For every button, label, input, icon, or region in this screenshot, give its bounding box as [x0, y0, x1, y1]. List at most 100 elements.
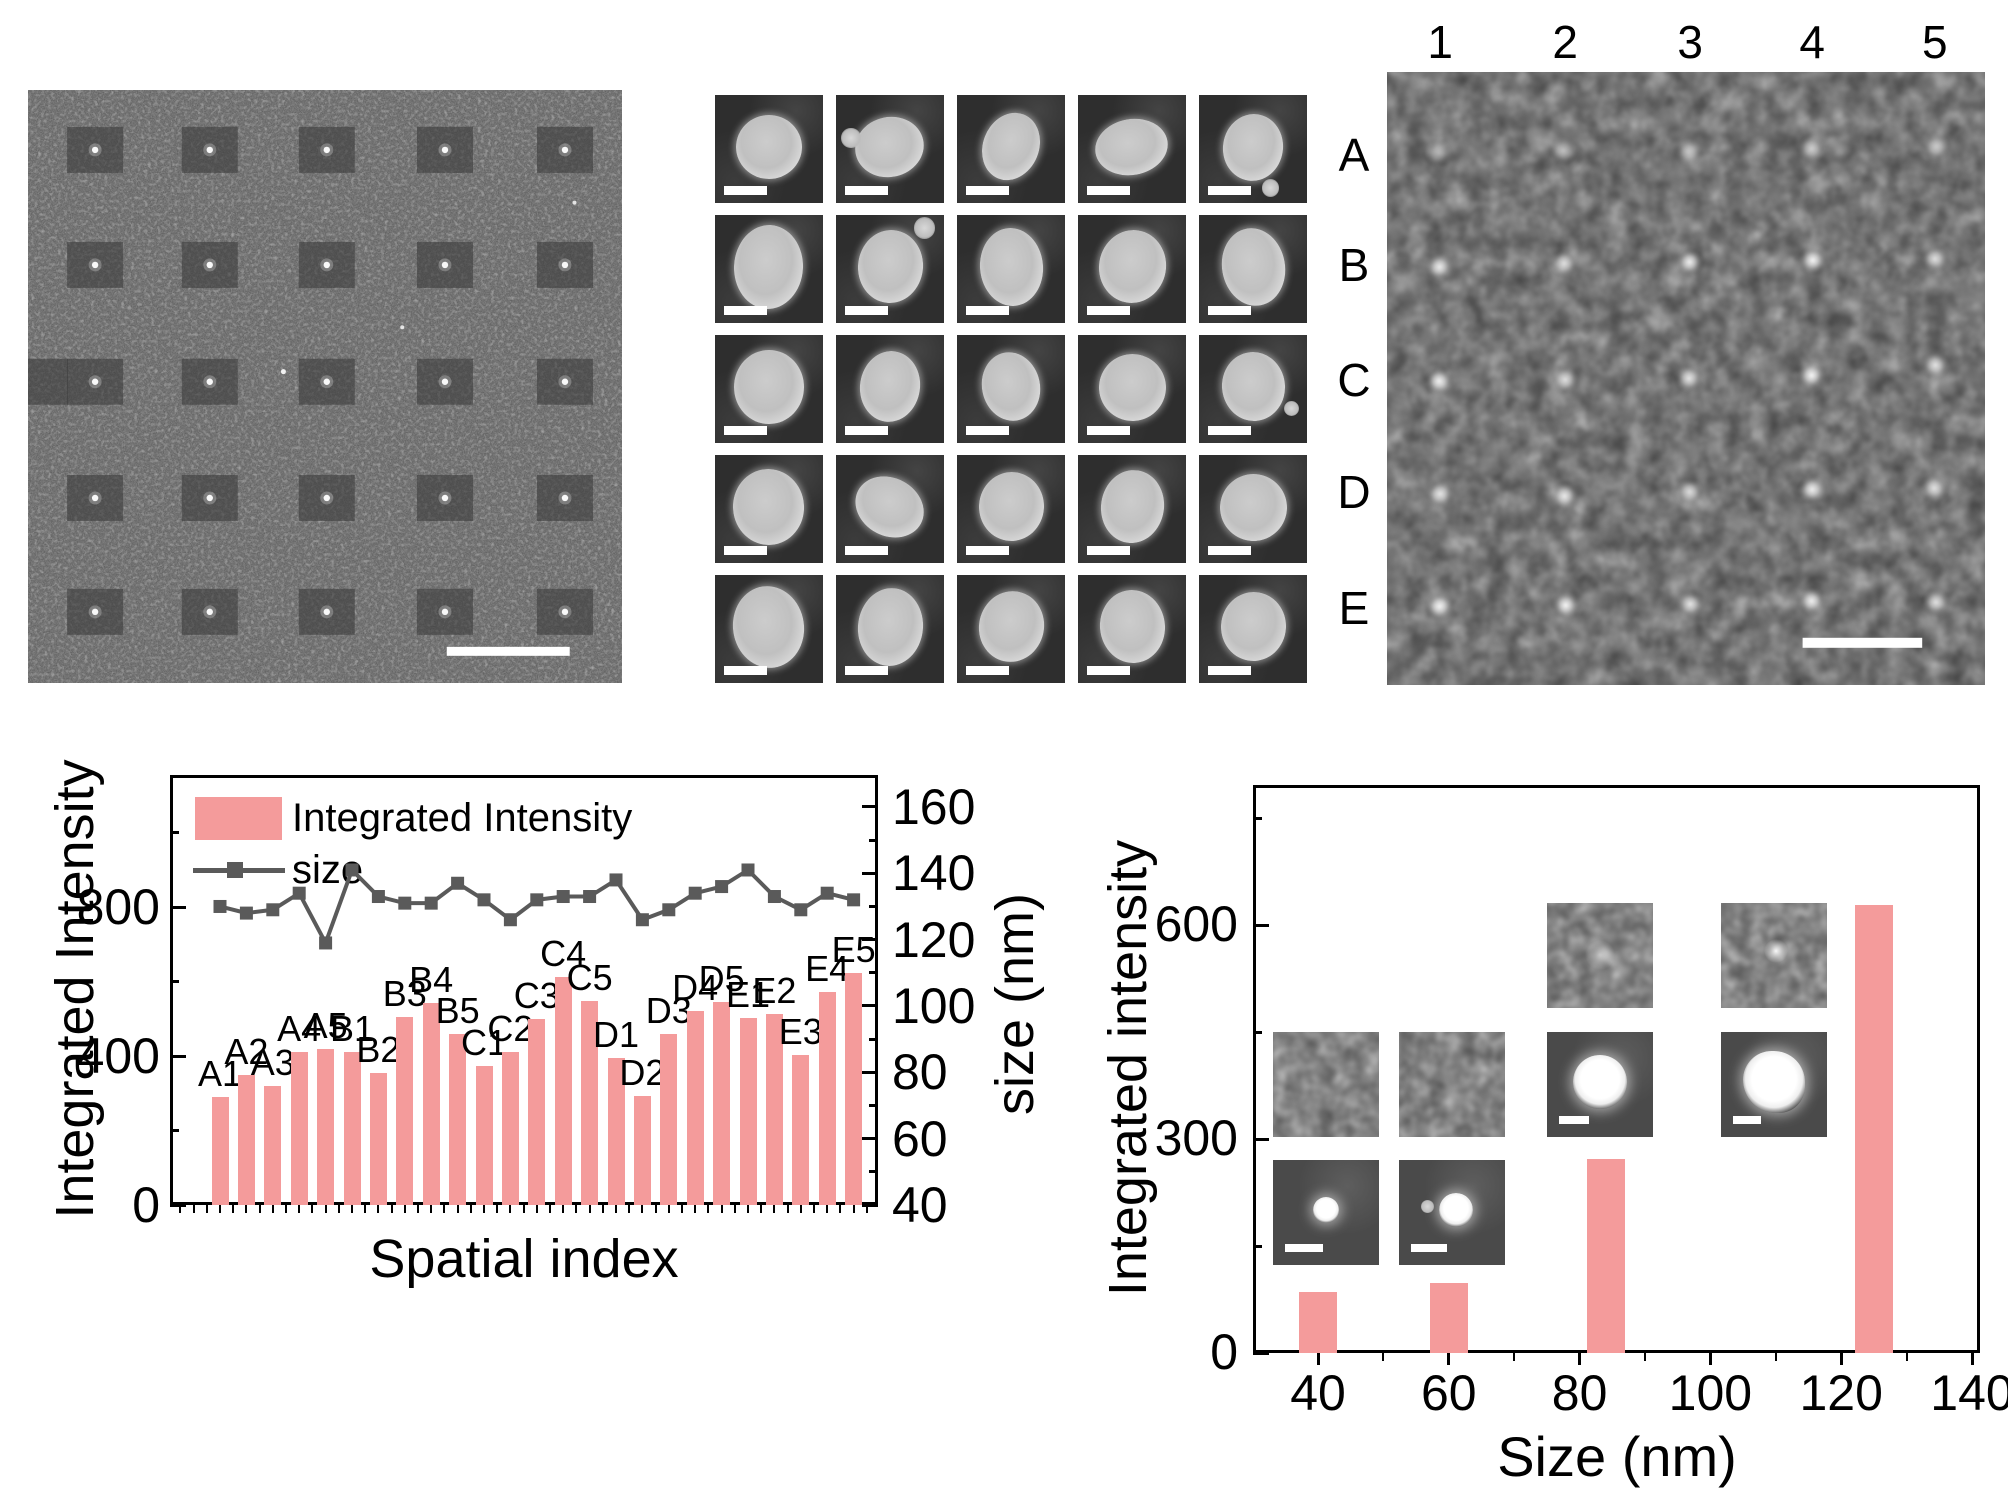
- spot-map-row-label-C: C: [1337, 353, 1371, 406]
- xtick-minor: [760, 1205, 763, 1213]
- xtick-minor: [456, 1205, 459, 1213]
- scale-bar: [723, 666, 767, 676]
- scale-bar: [844, 186, 888, 196]
- xtick-minor: [245, 1205, 248, 1213]
- sem-particle: [1313, 1197, 1339, 1223]
- xtick-minor: [747, 1205, 749, 1213]
- xtick-minor: [694, 1205, 697, 1213]
- inset-sem-84nm: [1547, 1032, 1653, 1137]
- scale-bar: [844, 546, 888, 556]
- xtick: [1316, 1353, 1320, 1365]
- scale-bar: [723, 186, 767, 196]
- spot-map-col-label-5: 5: [1921, 16, 1948, 68]
- axis-title-size-x: Size (nm): [1497, 1425, 1737, 1488]
- spot-map-row-label-E: E: [1338, 581, 1370, 634]
- panel-sem-overview: [28, 90, 622, 683]
- ytick-right: [862, 1004, 878, 1008]
- gallery-tile-1: [715, 95, 823, 203]
- xtick-minor: [826, 1205, 829, 1213]
- ytick: [1253, 1351, 1269, 1355]
- bar-D4: [686, 1011, 704, 1205]
- xtick-minor: [852, 1205, 855, 1213]
- bar-label-B5: B5: [435, 990, 480, 1032]
- ytick-label-600: 600: [1154, 896, 1238, 953]
- inset-sem-60nm: [1399, 1160, 1505, 1265]
- ytick-right-minor: [869, 904, 878, 908]
- bar-B2: [369, 1072, 387, 1205]
- bar-label-A2: A2: [224, 1030, 269, 1072]
- gallery-tile-25: [1199, 575, 1307, 683]
- bar-label-A1: A1: [197, 1052, 243, 1094]
- ytick-right: [862, 1203, 878, 1207]
- spot-map-col-label-4: 4: [1799, 16, 1825, 68]
- bar-E3: [792, 1054, 810, 1205]
- scale-bar: [1086, 426, 1130, 436]
- xtick-minor: [839, 1205, 842, 1213]
- bar-A3: [264, 1085, 282, 1205]
- ytick-left-minor: [170, 980, 179, 983]
- particle-satellite: [913, 217, 936, 239]
- xtick-minor: [1774, 1353, 1777, 1361]
- bar-D1: [607, 1057, 625, 1205]
- bar-A5: [317, 1049, 335, 1205]
- bar-A2: [237, 1074, 255, 1205]
- xtick-minor: [733, 1205, 736, 1213]
- xtick-minor: [192, 1205, 195, 1213]
- bar-label-A4: A4: [277, 1007, 322, 1049]
- xtick-minor: [720, 1205, 723, 1213]
- inset-detection-125nm: [1721, 903, 1827, 1008]
- gallery-tile-3: [957, 95, 1065, 203]
- scale-bar: [1733, 1116, 1761, 1124]
- bar-label-C2: C2: [487, 1008, 534, 1050]
- sem-particle: [1573, 1055, 1627, 1109]
- bar-A1: [211, 1096, 229, 1205]
- xtick-minor: [1382, 1353, 1385, 1361]
- gallery-tile-12: [836, 335, 944, 443]
- xtick-minor: [311, 1205, 314, 1213]
- bar-label-B2: B2: [356, 1028, 401, 1070]
- particle-image: [730, 466, 808, 548]
- scale-bar: [965, 306, 1009, 316]
- xtick-minor: [575, 1205, 578, 1213]
- particle-satellite: [841, 128, 861, 148]
- xtick: [1708, 1353, 1712, 1365]
- ytick: [1253, 1137, 1269, 1141]
- particle-image: [844, 464, 936, 550]
- xtick-minor: [707, 1205, 710, 1213]
- bar-label-D5: D5: [698, 957, 745, 999]
- ytick-left-minor: [170, 1129, 179, 1132]
- xtick-label-100: 100: [1668, 1365, 1753, 1421]
- scale-bar: [844, 306, 888, 316]
- spot-map-row-label-A: A: [1338, 128, 1370, 181]
- xtick-minor: [1905, 1353, 1908, 1361]
- bar-B3: [396, 1016, 414, 1205]
- xtick-minor: [377, 1205, 380, 1213]
- gallery-tile-9: [1078, 215, 1186, 323]
- gallery-tile-21: [715, 575, 823, 683]
- particle-image: [1095, 587, 1169, 667]
- ytick-right-minor: [869, 1037, 878, 1041]
- legend-bar-swatch: [195, 797, 282, 840]
- bar-D2: [633, 1095, 651, 1205]
- particle-image: [1218, 109, 1288, 185]
- bar-E4: [818, 991, 836, 1205]
- panel-spot-map: [1387, 72, 1985, 685]
- particle-image: [976, 225, 1046, 309]
- bar-label-E4: E4: [805, 947, 850, 989]
- xtick: [1578, 1353, 1582, 1365]
- xtick-minor: [430, 1205, 433, 1213]
- ytick-right-minor: [869, 1170, 878, 1174]
- xtick-minor: [496, 1205, 499, 1213]
- inset-sem-125nm: [1721, 1032, 1827, 1137]
- particle-image: [735, 114, 803, 180]
- bar-label-A3: A3: [250, 1041, 295, 1083]
- scale-bar: [965, 666, 1009, 676]
- particle-image: [855, 347, 925, 427]
- gallery-tile-4: [1078, 95, 1186, 203]
- bar-label-C3: C3: [513, 975, 560, 1017]
- scale-bar: [723, 306, 767, 316]
- xtick-minor: [271, 1205, 274, 1213]
- scale-bar: [446, 646, 570, 656]
- xtick-minor: [813, 1205, 815, 1213]
- bar-label-E1: E1: [725, 973, 771, 1015]
